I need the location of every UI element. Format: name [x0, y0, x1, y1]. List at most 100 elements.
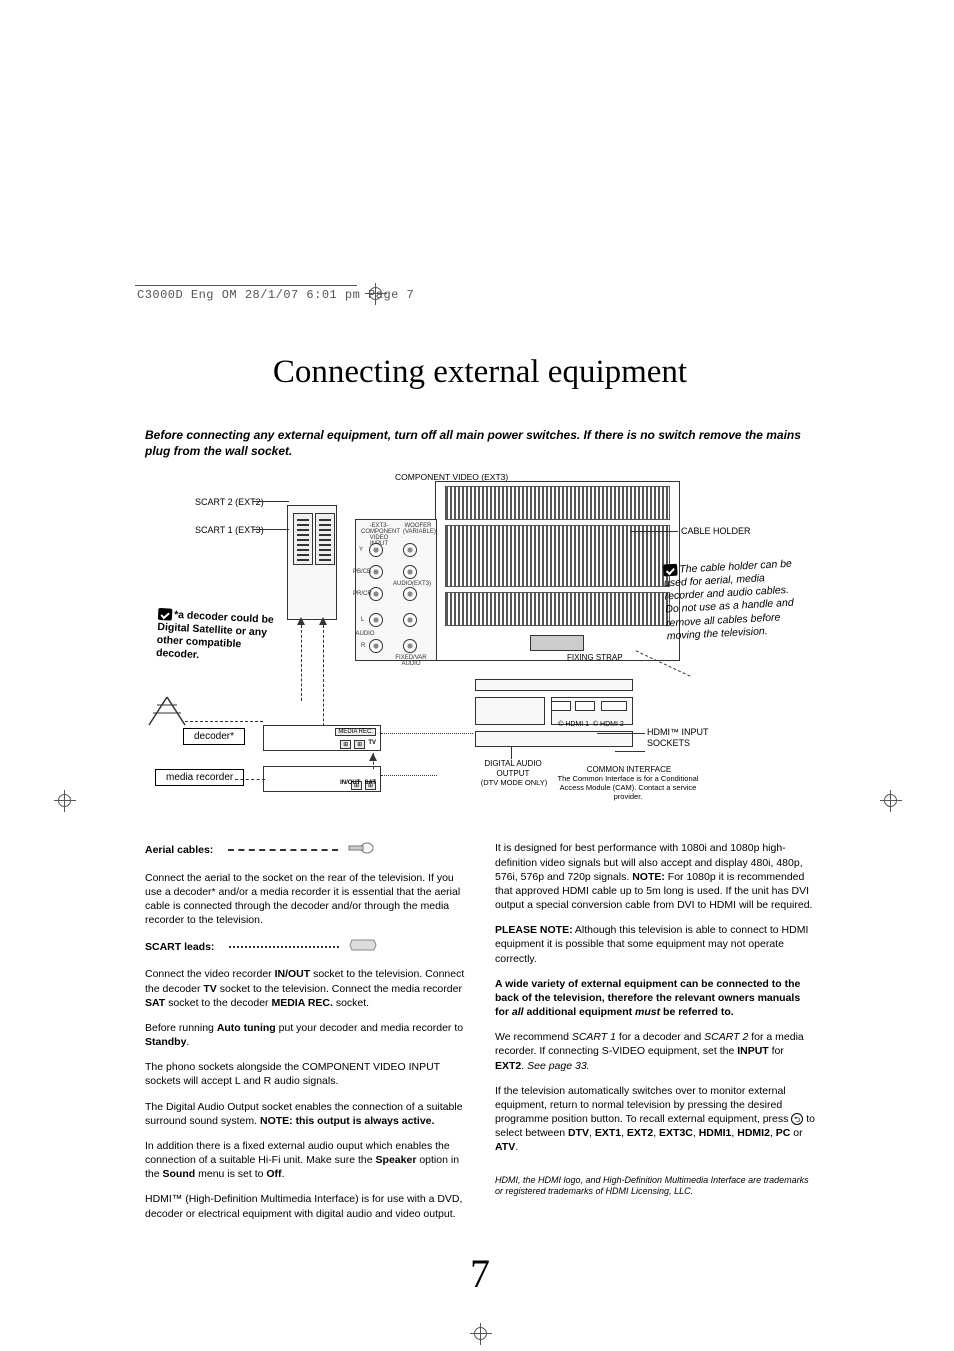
- t: HDMI2: [737, 1127, 770, 1139]
- t: NOTE: this output is always active.: [260, 1115, 434, 1127]
- bottom-bar-1: [475, 679, 633, 691]
- registration-mark-left: [54, 790, 76, 812]
- left-column: Aerial cables: Connect the aerial to the…: [145, 841, 465, 1231]
- t: put your decoder and media recorder to: [276, 1022, 463, 1034]
- t: MEDIA REC.: [271, 997, 332, 1009]
- fixing-strap-label: FIXING STRAP: [567, 653, 623, 662]
- t: Connect the video recorder: [145, 968, 275, 980]
- scart-2-port: [293, 513, 313, 565]
- t: must: [635, 1006, 660, 1018]
- l-label: L: [361, 617, 364, 623]
- t: PLEASE NOTE:: [495, 924, 573, 936]
- mr-sat: SAT: [364, 780, 376, 786]
- decoder-ports: MEDIA REC.: [335, 728, 376, 736]
- t: all: [512, 1006, 524, 1018]
- t: be referred to.: [660, 1006, 734, 1018]
- t: PC: [776, 1127, 791, 1139]
- scart-heading: SCART leads:: [145, 941, 214, 953]
- scart-line-icon: [229, 946, 339, 948]
- t: IN/OUT: [275, 968, 311, 980]
- registration-mark-right: [880, 790, 902, 812]
- t: EXT1: [595, 1127, 621, 1139]
- note-icon: [663, 564, 678, 577]
- t: or: [790, 1127, 802, 1139]
- fixed-audio-label: FIXED/VAR AUDIO: [393, 655, 429, 667]
- arrow-aerial-2: [319, 617, 327, 625]
- aerial-body: Connect the aerial to the socket on the …: [145, 871, 465, 928]
- t: additional equipment: [524, 1006, 635, 1018]
- audio-label: AUDIO: [353, 631, 377, 637]
- arrow-aerial-1: [297, 617, 305, 625]
- digital-audio-sub: (DTV MODE ONLY): [479, 779, 549, 788]
- hdmi-port-2: [575, 701, 595, 711]
- da-line: [511, 747, 512, 759]
- bottom-bar-2: [475, 697, 545, 725]
- ci-line: [615, 751, 645, 752]
- common-interface-label: COMMON INTERFACE: [569, 765, 689, 774]
- hdmi-sockets-label: HDMI™ INPUT SOCKETS: [647, 727, 711, 748]
- t: socket to the television. Connect the me…: [217, 983, 462, 995]
- cable-holder-label: CABLE HOLDER: [681, 526, 751, 536]
- ci-slot: [601, 701, 627, 711]
- note-icon: [158, 608, 173, 621]
- phono-body: The phono sockets alongside the COMPONEN…: [145, 1060, 465, 1088]
- scart-dot-decoder: [381, 733, 473, 734]
- aerial-heading: Aerial cables:: [145, 844, 213, 856]
- page-number: 7: [135, 1250, 825, 1297]
- sat-arrow: [369, 753, 377, 761]
- t: socket.: [333, 997, 369, 1009]
- r-p5: If the television automatically switches…: [495, 1084, 815, 1155]
- t: INPUT: [737, 1045, 769, 1057]
- t: EXT2: [495, 1060, 521, 1072]
- t: SAT: [145, 997, 165, 1009]
- t: Before running: [145, 1022, 217, 1034]
- scart-plug-icon: [348, 938, 378, 956]
- t: NOTE:: [632, 871, 665, 883]
- t: DTV: [568, 1127, 589, 1139]
- t: SCART 2: [704, 1031, 748, 1043]
- media-recorder-tag: media recorder: [155, 769, 244, 786]
- r-p2: PLEASE NOTE: Although this television is…: [495, 923, 815, 966]
- pr-label: PR/CR: [353, 591, 372, 597]
- scart2-label: SCART 2 (EXT2): [195, 497, 264, 507]
- pb-label: PB/CB: [353, 569, 371, 575]
- t: Off: [266, 1168, 281, 1180]
- scart-1-port: [315, 513, 335, 565]
- t: .: [515, 1141, 518, 1153]
- page-content: Connecting external equipment Before con…: [135, 260, 825, 1297]
- decoder-box: MEDIA REC. ⊞ ⊞ TV: [263, 725, 381, 751]
- hdmi-port-1: [551, 701, 571, 711]
- hdmi-inputs-line: © HDMI 1 © HDMI 2: [541, 721, 641, 729]
- woofer-label: WOOFER (VARIABLE): [403, 523, 433, 535]
- r-p1: It is designed for best performance with…: [495, 841, 815, 912]
- t: for: [769, 1045, 784, 1057]
- fixing-strap-box: [530, 635, 584, 651]
- scart1-line: [253, 529, 289, 530]
- hdmi-body: HDMI™ (High-Definition Multimedia Interf…: [145, 1192, 465, 1220]
- t: Speaker: [376, 1154, 417, 1166]
- hdmi-line: [597, 733, 645, 734]
- t: .: [186, 1036, 189, 1048]
- t: Auto tuning: [217, 1022, 276, 1034]
- mr-ports-label: IN/OUT SAT: [340, 780, 376, 786]
- t: menu is set to: [195, 1168, 266, 1180]
- decoder-port-tv: TV: [368, 740, 376, 749]
- r-p3: A wide variety of external equipment can…: [495, 977, 815, 1020]
- cable-holder-line: [630, 531, 678, 532]
- aerial-dash-v2: [323, 625, 324, 741]
- fixed-audio-body: In addition there is a fixed external au…: [145, 1139, 465, 1182]
- cable-holder-note-text: The cable holder can be used for aerial,…: [664, 558, 794, 642]
- mr-inout: IN/OUT: [340, 780, 360, 786]
- t: EXT3C: [659, 1127, 693, 1139]
- r-label: R: [361, 643, 365, 649]
- t: for a decoder and: [616, 1031, 704, 1043]
- aerial-heading-row: Aerial cables:: [145, 841, 465, 859]
- aerial-dash-v1: [301, 625, 302, 701]
- media-recorder-box: ⊞ ⊞ IN/OUT SAT: [263, 766, 381, 792]
- decoder-port-a: ⊞: [340, 740, 351, 749]
- mr-dash-in: [235, 779, 265, 780]
- t: EXT2: [627, 1127, 653, 1139]
- aerial-line-icon: [228, 849, 338, 851]
- cable-holder-note: The cable holder can be used for aerial,…: [663, 558, 797, 643]
- y-label: Y: [359, 547, 363, 553]
